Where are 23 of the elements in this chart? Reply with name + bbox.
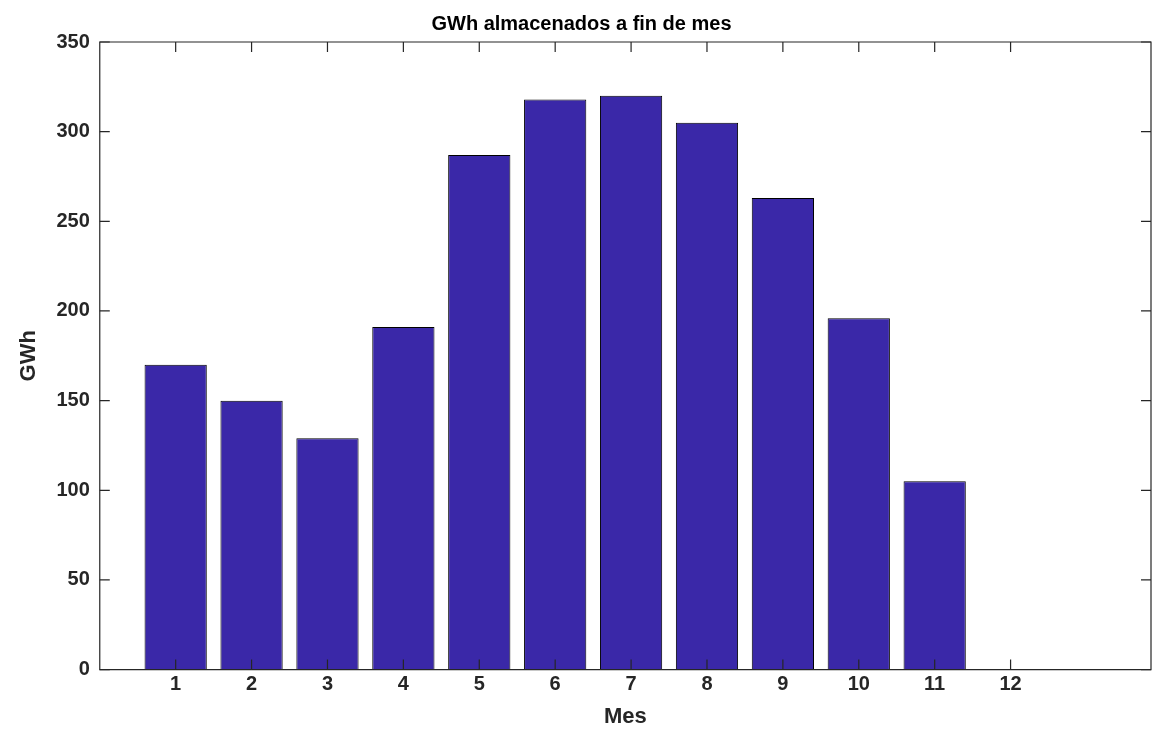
y-tick-label: 200	[56, 298, 90, 321]
x-tick-label: 5	[473, 672, 485, 695]
chart-title: GWh almacenados a fin de mes	[431, 11, 732, 34]
x-tick-label: 8	[701, 672, 713, 695]
x-tick-label: 11	[924, 672, 946, 695]
x-tick-label: 9	[777, 672, 789, 695]
x-tick-label: 4	[397, 672, 410, 695]
y-tick-label: 250	[56, 208, 90, 231]
y-axis-title: GWh	[15, 330, 41, 382]
y-tick-label: 150	[56, 388, 90, 411]
y-tick-label: 350	[56, 29, 90, 52]
x-tick-label: 6	[549, 672, 561, 695]
x-tick-label: 3	[321, 672, 334, 695]
x-tick-label: 12	[999, 672, 1022, 695]
x-tick-label: 1	[170, 672, 182, 695]
x-axis-title: Mes	[603, 702, 647, 728]
y-tick-label: 300	[56, 119, 90, 142]
x-tick-label: 2	[246, 672, 258, 695]
y-tick-label: 50	[67, 567, 90, 590]
y-tick-label: 100	[56, 477, 90, 500]
x-tick-label: 10	[847, 672, 870, 695]
x-tick-label: 7	[625, 672, 637, 695]
y-tick-label: 0	[78, 657, 90, 680]
